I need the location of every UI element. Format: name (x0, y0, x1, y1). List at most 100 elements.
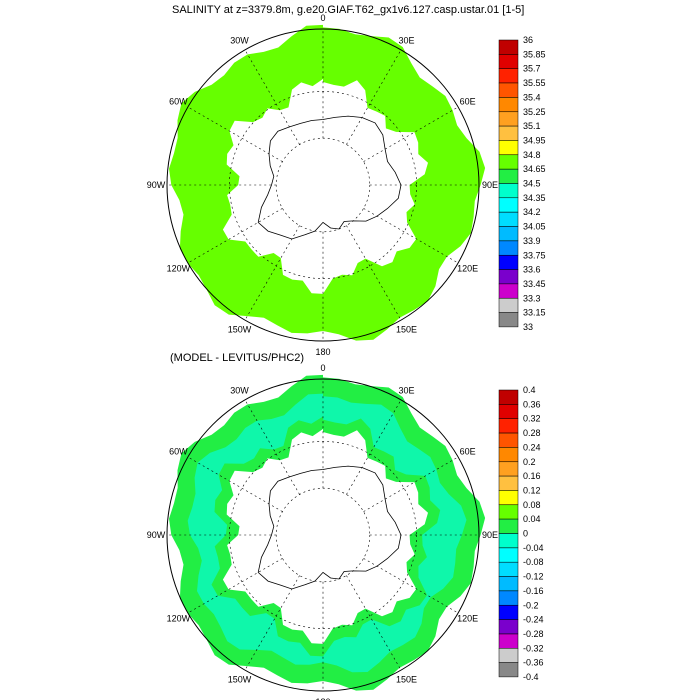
colorbar-swatch (498, 283, 519, 299)
colorbar-label: -0.28 (523, 629, 544, 639)
longitude-label: 0 (320, 13, 325, 23)
colorbar-label: 35.55 (523, 78, 546, 88)
longitude-label: 120E (457, 614, 478, 624)
colorbar-swatch (498, 662, 519, 678)
longitude-label: 120W (167, 614, 191, 624)
colorbar-swatch (498, 547, 519, 563)
colorbar-swatch (498, 533, 519, 549)
field-secondary-region (187, 393, 467, 673)
colorbar-swatch (498, 475, 519, 491)
colorbar-label: 0.36 (523, 399, 541, 409)
colorbar-swatch (498, 633, 519, 649)
field-region (169, 24, 486, 341)
colorbar-label: 33.45 (523, 279, 546, 289)
colorbar-label: 35.7 (523, 64, 541, 74)
meridian-line (187, 208, 283, 264)
top-panel-title: SALINITY at z=3379.8m, g.e20.GIAF.T62_gx… (172, 4, 525, 16)
meridian-line (346, 399, 402, 495)
colorbar-label: 0.32 (523, 414, 541, 424)
colorbar-swatch (498, 404, 519, 419)
meridian-line (363, 558, 459, 614)
longitude-label: 60W (169, 447, 188, 457)
colorbar-label: 0.12 (523, 485, 541, 495)
colorbar-swatch (498, 111, 519, 127)
colorbar-label: 33.75 (523, 250, 546, 260)
colorbar-label: 35.25 (523, 107, 546, 117)
longitude-label: 60E (460, 447, 476, 457)
colorbar-label: 36 (523, 35, 533, 45)
colorbar-label: 33.9 (523, 236, 541, 246)
colorbar-swatch (498, 648, 519, 663)
longitude-label: 90W (147, 530, 166, 540)
longitude-label: 30W (230, 385, 249, 395)
colorbar-label: 35.1 (523, 121, 541, 131)
colorbar-label: 34.05 (523, 222, 546, 232)
colorbar-label: 34.5 (523, 179, 541, 189)
colorbar-label: -0.12 (523, 572, 544, 582)
colorbar-swatch (498, 197, 519, 213)
colorbar-swatch (498, 255, 519, 270)
colorbar-swatch (498, 432, 519, 448)
longitude-label: 0 (320, 363, 325, 373)
longitude-label: 90W (147, 180, 166, 190)
longitude-label: 30E (398, 35, 414, 45)
colorbar-label: 34.8 (523, 150, 541, 160)
colorbar-label: 0.16 (523, 471, 541, 481)
longitude-label: 60W (169, 97, 188, 107)
polar-map-panel-1: 0 30E 60E 90E 120E 150E 180 150W 120W 90W 60W 30W 0.… (147, 363, 544, 700)
colorbar-swatch (498, 447, 519, 462)
meridian-line (346, 49, 402, 145)
longitude-label: 90E (482, 530, 498, 540)
colorbar-label: 0.28 (523, 428, 541, 438)
meridian-line (244, 225, 300, 321)
meridian-line (363, 208, 459, 264)
longitude-label: 150W (228, 675, 252, 685)
meridian-line (244, 399, 300, 495)
colorbar-label: 33.3 (523, 293, 541, 303)
colorbar-swatch (498, 312, 519, 328)
colorbar-label: -0.36 (523, 658, 544, 668)
longitude-label: 30E (398, 385, 414, 395)
longitude-label: 150W (228, 325, 252, 335)
meridian-line (244, 49, 300, 145)
colorbar-label: 34.35 (523, 193, 546, 203)
colorbar-swatch (498, 154, 519, 170)
colorbar-swatch (498, 298, 519, 313)
colorbar-label: 0 (523, 529, 528, 539)
colorbar-swatch (498, 54, 519, 69)
colorbar-swatch (498, 168, 519, 184)
longitude-label: 150E (396, 675, 417, 685)
meridian-line (244, 575, 300, 671)
colorbar-label: 0.4 (523, 385, 536, 395)
longitude-label: 120W (167, 264, 191, 274)
colorbar-swatch (498, 461, 519, 477)
meridian-line (187, 558, 283, 614)
colorbar-swatch (498, 518, 519, 534)
longitude-label: 180 (315, 697, 330, 700)
colorbar-swatch (498, 226, 519, 242)
colorbar-swatch (498, 97, 519, 112)
colorbar-label: 33.6 (523, 265, 541, 275)
colorbar-swatch (498, 418, 519, 434)
colorbar-label: 34.95 (523, 135, 546, 145)
colorbar-swatch (498, 125, 519, 141)
colorbar-label: -0.32 (523, 643, 544, 653)
polar-map-panel-0: 0 30E 60E 90E 120E 150E 180 150W 120W 90W 60W 30W 36… (147, 13, 546, 357)
colorbar-swatch (498, 183, 519, 199)
colorbar-swatch (498, 39, 519, 55)
colorbar-label: 33 (523, 322, 533, 332)
colorbar-swatch (498, 605, 519, 620)
colorbar-swatch (498, 561, 519, 577)
longitude-label: 150E (396, 325, 417, 335)
colorbar-swatch (498, 82, 519, 98)
colorbar-label: 35.85 (523, 49, 546, 59)
colorbar-swatch (498, 389, 519, 405)
colorbar-label: 33.15 (523, 308, 546, 318)
longitude-label: 180 (315, 347, 330, 357)
colorbar-label: -0.24 (523, 615, 544, 625)
colorbar-swatch (498, 576, 519, 592)
colorbar-swatch (498, 211, 519, 227)
bottom-panel-title: (MODEL - LEVITUS/PHC2) (170, 352, 305, 364)
colorbar-label: 34.65 (523, 164, 546, 174)
